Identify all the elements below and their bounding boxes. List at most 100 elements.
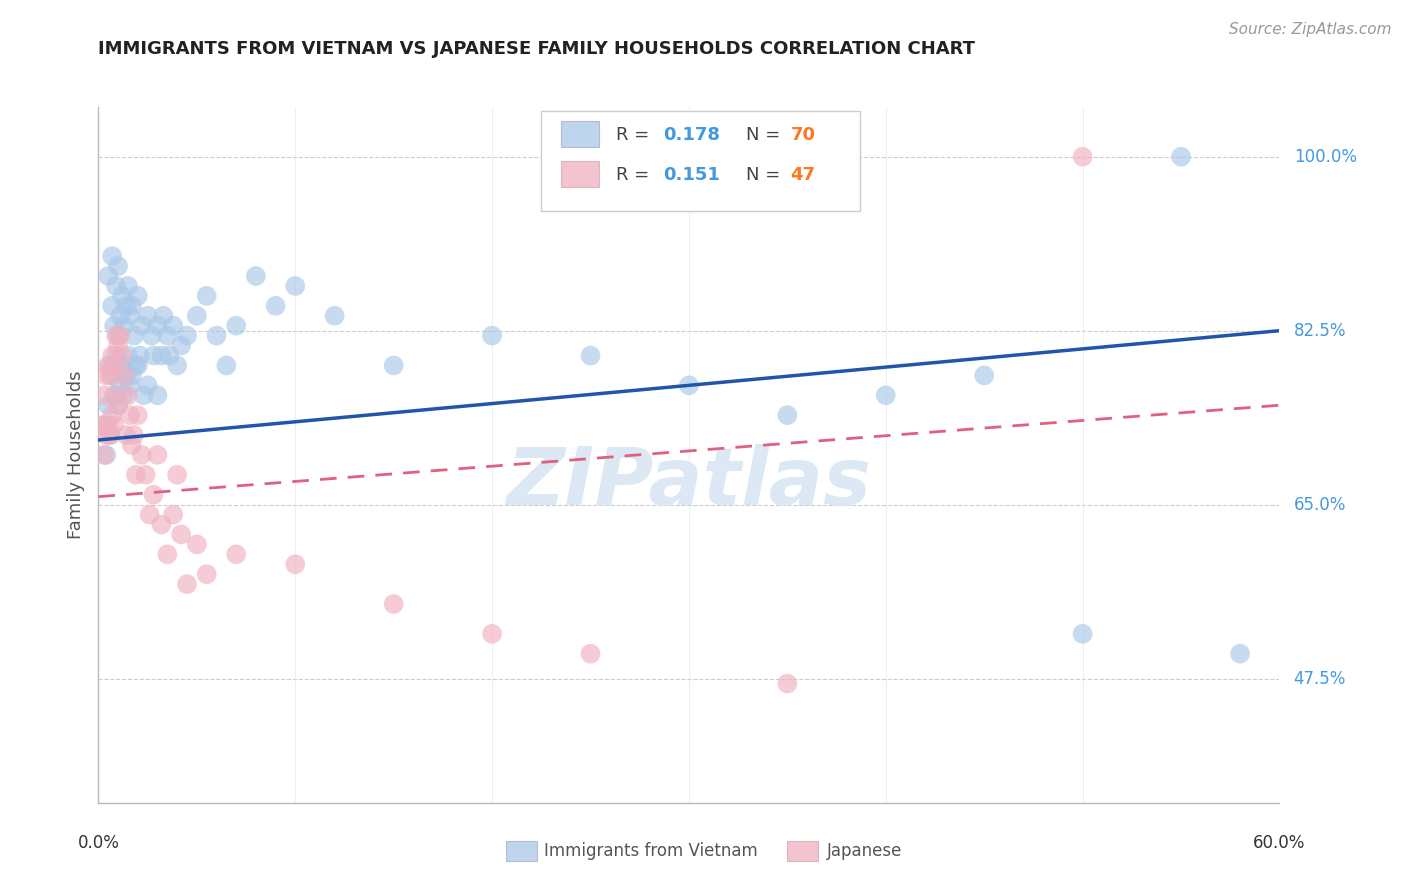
Point	[121, 368, 143, 383]
Text: 70: 70	[790, 126, 815, 144]
Point	[121, 299, 143, 313]
Point	[579, 647, 602, 661]
Point	[284, 558, 307, 572]
Point	[284, 279, 307, 293]
Point	[776, 676, 799, 690]
Point	[107, 398, 129, 412]
Text: 47: 47	[790, 166, 815, 184]
Point	[98, 428, 121, 442]
Text: 0.0%: 0.0%	[77, 834, 120, 852]
Text: Japanese: Japanese	[827, 842, 903, 860]
Point	[150, 349, 173, 363]
Point	[166, 467, 188, 482]
Text: Immigrants from Vietnam: Immigrants from Vietnam	[544, 842, 758, 860]
Point	[323, 309, 346, 323]
Point	[122, 328, 145, 343]
Point	[141, 328, 163, 343]
Point	[111, 349, 134, 363]
Text: Source: ZipAtlas.com: Source: ZipAtlas.com	[1229, 22, 1392, 37]
Text: N =: N =	[745, 166, 786, 184]
Text: N =: N =	[745, 126, 786, 144]
Point	[103, 388, 125, 402]
Point	[1071, 150, 1094, 164]
Point	[195, 567, 218, 582]
Point	[105, 388, 128, 402]
Point	[127, 289, 149, 303]
Point	[131, 318, 153, 333]
Text: 0.178: 0.178	[664, 126, 720, 144]
Point	[128, 349, 150, 363]
Point	[135, 467, 157, 482]
Point	[125, 359, 148, 373]
Point	[152, 309, 174, 323]
Point	[117, 388, 139, 402]
Point	[678, 378, 700, 392]
Point	[225, 318, 247, 333]
Point	[162, 508, 184, 522]
Text: 65.0%: 65.0%	[1294, 496, 1346, 514]
Point	[103, 359, 125, 373]
Point	[93, 388, 115, 402]
Point	[382, 597, 405, 611]
Text: 82.5%: 82.5%	[1294, 322, 1346, 340]
Point	[245, 268, 267, 283]
Text: 0.151: 0.151	[664, 166, 720, 184]
Point	[91, 418, 114, 433]
Point	[93, 418, 115, 433]
Point	[142, 488, 165, 502]
Point	[136, 309, 159, 323]
Point	[122, 428, 145, 442]
Point	[170, 338, 193, 352]
Point	[98, 428, 121, 442]
Point	[97, 359, 120, 373]
Point	[186, 309, 208, 323]
Point	[142, 349, 165, 363]
Point	[205, 328, 228, 343]
Point	[101, 408, 124, 422]
Point	[215, 359, 238, 373]
Point	[98, 368, 121, 383]
Point	[118, 408, 141, 422]
Point	[105, 279, 128, 293]
Point	[176, 328, 198, 343]
Point	[112, 368, 135, 383]
Point	[111, 289, 134, 303]
Point	[136, 378, 159, 392]
Point	[93, 448, 115, 462]
Point	[101, 349, 124, 363]
Point	[96, 448, 118, 462]
Point	[382, 359, 405, 373]
Point	[107, 338, 129, 352]
Point	[146, 448, 169, 462]
Point	[101, 249, 124, 263]
Point	[97, 418, 120, 433]
Point	[186, 537, 208, 551]
Point	[127, 359, 149, 373]
Point	[481, 328, 503, 343]
Point	[103, 418, 125, 433]
Point	[579, 349, 602, 363]
Point	[107, 259, 129, 273]
Y-axis label: Family Households: Family Households	[66, 371, 84, 539]
Point	[1170, 150, 1192, 164]
Point	[1229, 647, 1251, 661]
Point	[875, 388, 897, 402]
Point	[115, 368, 138, 383]
Text: 47.5%: 47.5%	[1294, 670, 1346, 688]
Point	[108, 378, 131, 392]
Point	[264, 299, 287, 313]
Point	[111, 359, 134, 373]
Point	[132, 388, 155, 402]
Text: R =: R =	[616, 166, 655, 184]
Point	[101, 299, 124, 313]
Point	[101, 368, 124, 383]
FancyBboxPatch shape	[561, 161, 599, 187]
Point	[146, 388, 169, 402]
Point	[107, 398, 129, 412]
Point	[776, 408, 799, 422]
Point	[176, 577, 198, 591]
Point	[107, 328, 129, 343]
Point	[118, 378, 141, 392]
Point	[156, 328, 179, 343]
Point	[98, 359, 121, 373]
